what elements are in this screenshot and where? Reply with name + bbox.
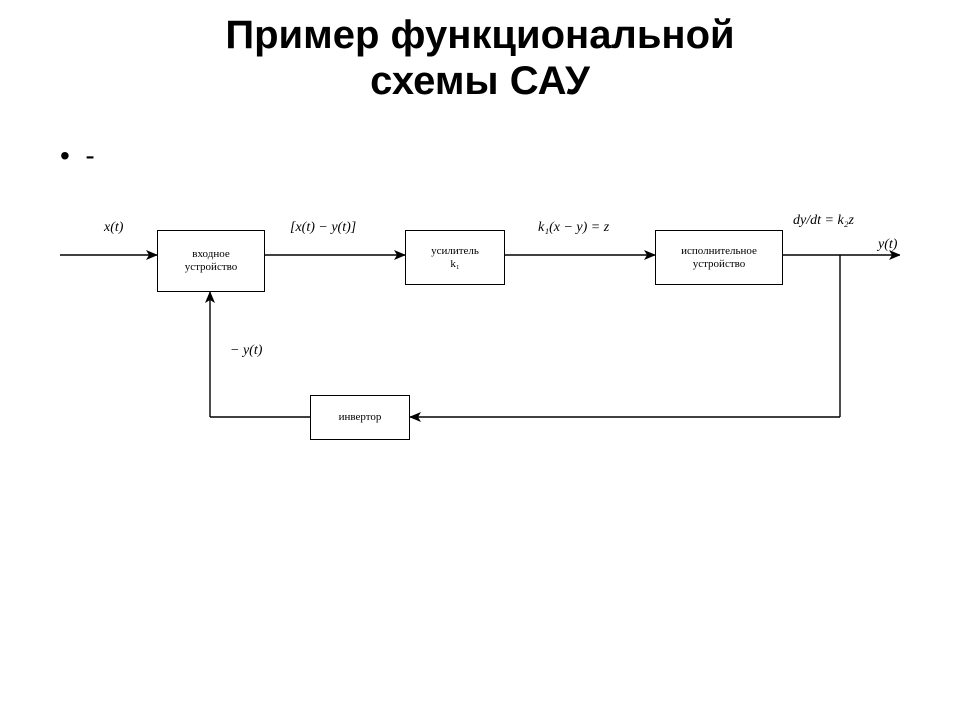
node-act-line2: устройство [693, 258, 746, 271]
bullet-text: - [85, 140, 94, 171]
node-input-line1: входное [192, 248, 229, 261]
node-act-line1: исполнительное [681, 245, 757, 258]
label-diff: [x(t) − y(t)] [290, 220, 356, 236]
block-diagram: входное устройство усилитель k₁ исполнит… [60, 195, 900, 455]
label-dydt: dy/dt = k₂z [793, 213, 854, 229]
node-input-line2: устройство [185, 261, 238, 274]
bullet-marker: • [60, 140, 70, 171]
label-k1xy: k₁(x − y) = z [538, 220, 609, 236]
page-title: Пример функциональной схемы САУ [0, 12, 960, 104]
node-amp-line1: усилитель [431, 245, 479, 258]
node-amplifier: усилитель k₁ [405, 230, 505, 285]
node-inverter: инвертор [310, 395, 410, 440]
node-input-device: входное устройство [157, 230, 265, 292]
node-amp-line2: k₁ [450, 258, 459, 271]
label-y-t: y(t) [878, 237, 897, 253]
node-inv-line1: инвертор [339, 411, 382, 424]
label-neg-y: − y(t) [230, 343, 262, 359]
bullet-item: • - [60, 140, 95, 172]
label-x-t: x(t) [104, 220, 123, 236]
title-line1: Пример функциональной [225, 13, 734, 57]
node-actuator: исполнительное устройство [655, 230, 783, 285]
title-line2: схемы САУ [370, 59, 590, 103]
page: Пример функциональной схемы САУ • - вход… [0, 0, 960, 720]
